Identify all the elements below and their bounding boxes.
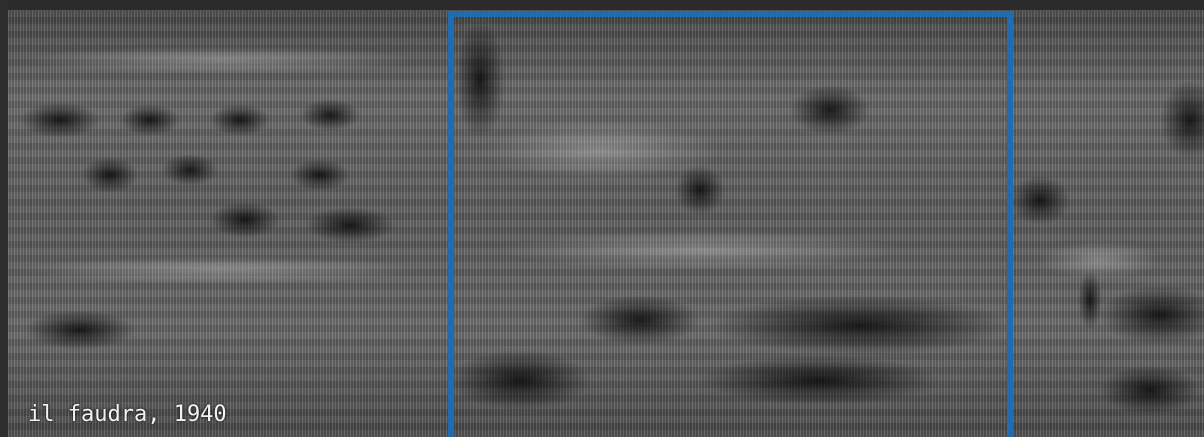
spectrogram-texture <box>8 10 1204 437</box>
caption: il faudra, 1940 <box>28 402 227 427</box>
light-bands <box>20 46 1160 284</box>
top-edge <box>0 0 1204 10</box>
left-edge <box>0 0 8 437</box>
selection-box[interactable] <box>448 11 1013 437</box>
dark-formants <box>20 20 1204 415</box>
